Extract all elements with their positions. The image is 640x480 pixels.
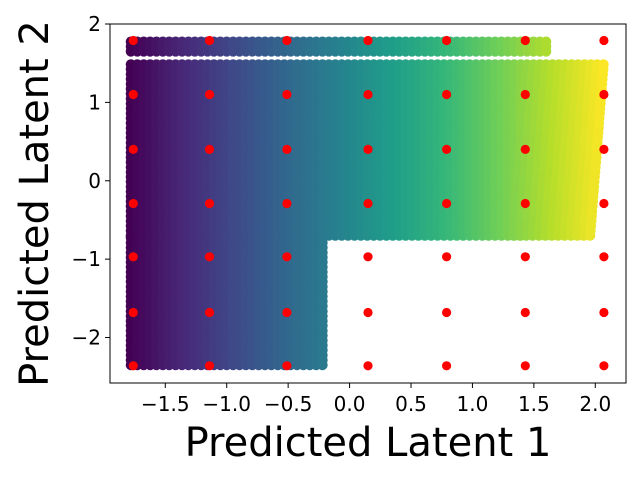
grid-point [520, 252, 530, 262]
grid-point [520, 35, 530, 46]
grid-point [128, 252, 138, 262]
grid-point [282, 89, 292, 100]
grid-point [282, 198, 292, 209]
grid-point [204, 35, 215, 46]
grid-point [520, 144, 530, 154]
grid-point [520, 198, 530, 209]
grid-point [363, 252, 373, 262]
grid-point [128, 361, 138, 371]
grid-point [442, 144, 452, 154]
grid-point [363, 198, 373, 209]
grid-point [204, 198, 215, 209]
x-tick-label: 0.0 [334, 392, 366, 416]
x-axis-label: Predicted Latent 1 [185, 420, 552, 466]
grid-point [282, 252, 292, 262]
grid-point [363, 144, 373, 154]
grid-point [599, 252, 609, 262]
grid-point [363, 361, 373, 371]
grid-point [128, 144, 138, 154]
grid-point [442, 252, 452, 262]
grid-point [442, 307, 452, 318]
x-tick-label: −1.0 [202, 392, 251, 416]
grid-point [599, 35, 609, 46]
grid-point [442, 89, 452, 100]
grid-point [363, 89, 373, 100]
grid-point [282, 307, 292, 318]
grid-point [204, 144, 215, 154]
x-tick-label: −0.5 [264, 392, 313, 416]
grid-point [599, 361, 609, 371]
x-tick-label: 2.0 [579, 392, 611, 416]
grid-point [599, 307, 609, 318]
grid-point [128, 307, 138, 318]
grid-point [282, 35, 292, 46]
grid-point [204, 307, 215, 318]
x-tick-label: −1.5 [141, 392, 190, 416]
cloud-point [598, 59, 609, 70]
grid-point [599, 144, 609, 154]
y-tick-label: 1 [88, 90, 101, 114]
grid-point [520, 307, 530, 318]
cloud-point [540, 36, 552, 47]
grid-point [442, 198, 452, 209]
y-axis: −2 −1 0 1 2 [72, 12, 110, 350]
grid-point [599, 89, 609, 100]
grid-point [442, 361, 452, 371]
y-tick-label: −2 [72, 326, 101, 350]
true-grid-points [128, 35, 609, 371]
grid-point [282, 361, 292, 371]
grid-point [204, 361, 215, 371]
grid-point [128, 35, 138, 46]
grid-point [599, 198, 609, 209]
y-tick-label: −1 [72, 247, 101, 271]
grid-point [363, 307, 373, 318]
grid-point [204, 252, 215, 262]
x-axis: −1.5 −1.0 −0.5 0.0 0.5 1.0 1.5 2.0 [141, 383, 611, 416]
grid-point [363, 35, 373, 46]
grid-point [128, 198, 138, 209]
x-tick-label: 1.0 [457, 392, 489, 416]
x-tick-label: 0.5 [395, 392, 427, 416]
grid-point [442, 35, 452, 46]
grid-point [520, 361, 530, 371]
y-axis-label: Predicted Latent 2 [12, 20, 58, 387]
grid-point [520, 89, 530, 100]
y-tick-label: 2 [88, 12, 101, 36]
x-tick-label: 1.5 [518, 392, 550, 416]
grid-point [128, 89, 138, 100]
axes-frame [109, 23, 627, 384]
grid-point [282, 144, 292, 154]
plot-area [125, 36, 609, 371]
y-tick-label: 0 [88, 169, 101, 193]
grid-point [204, 89, 215, 100]
